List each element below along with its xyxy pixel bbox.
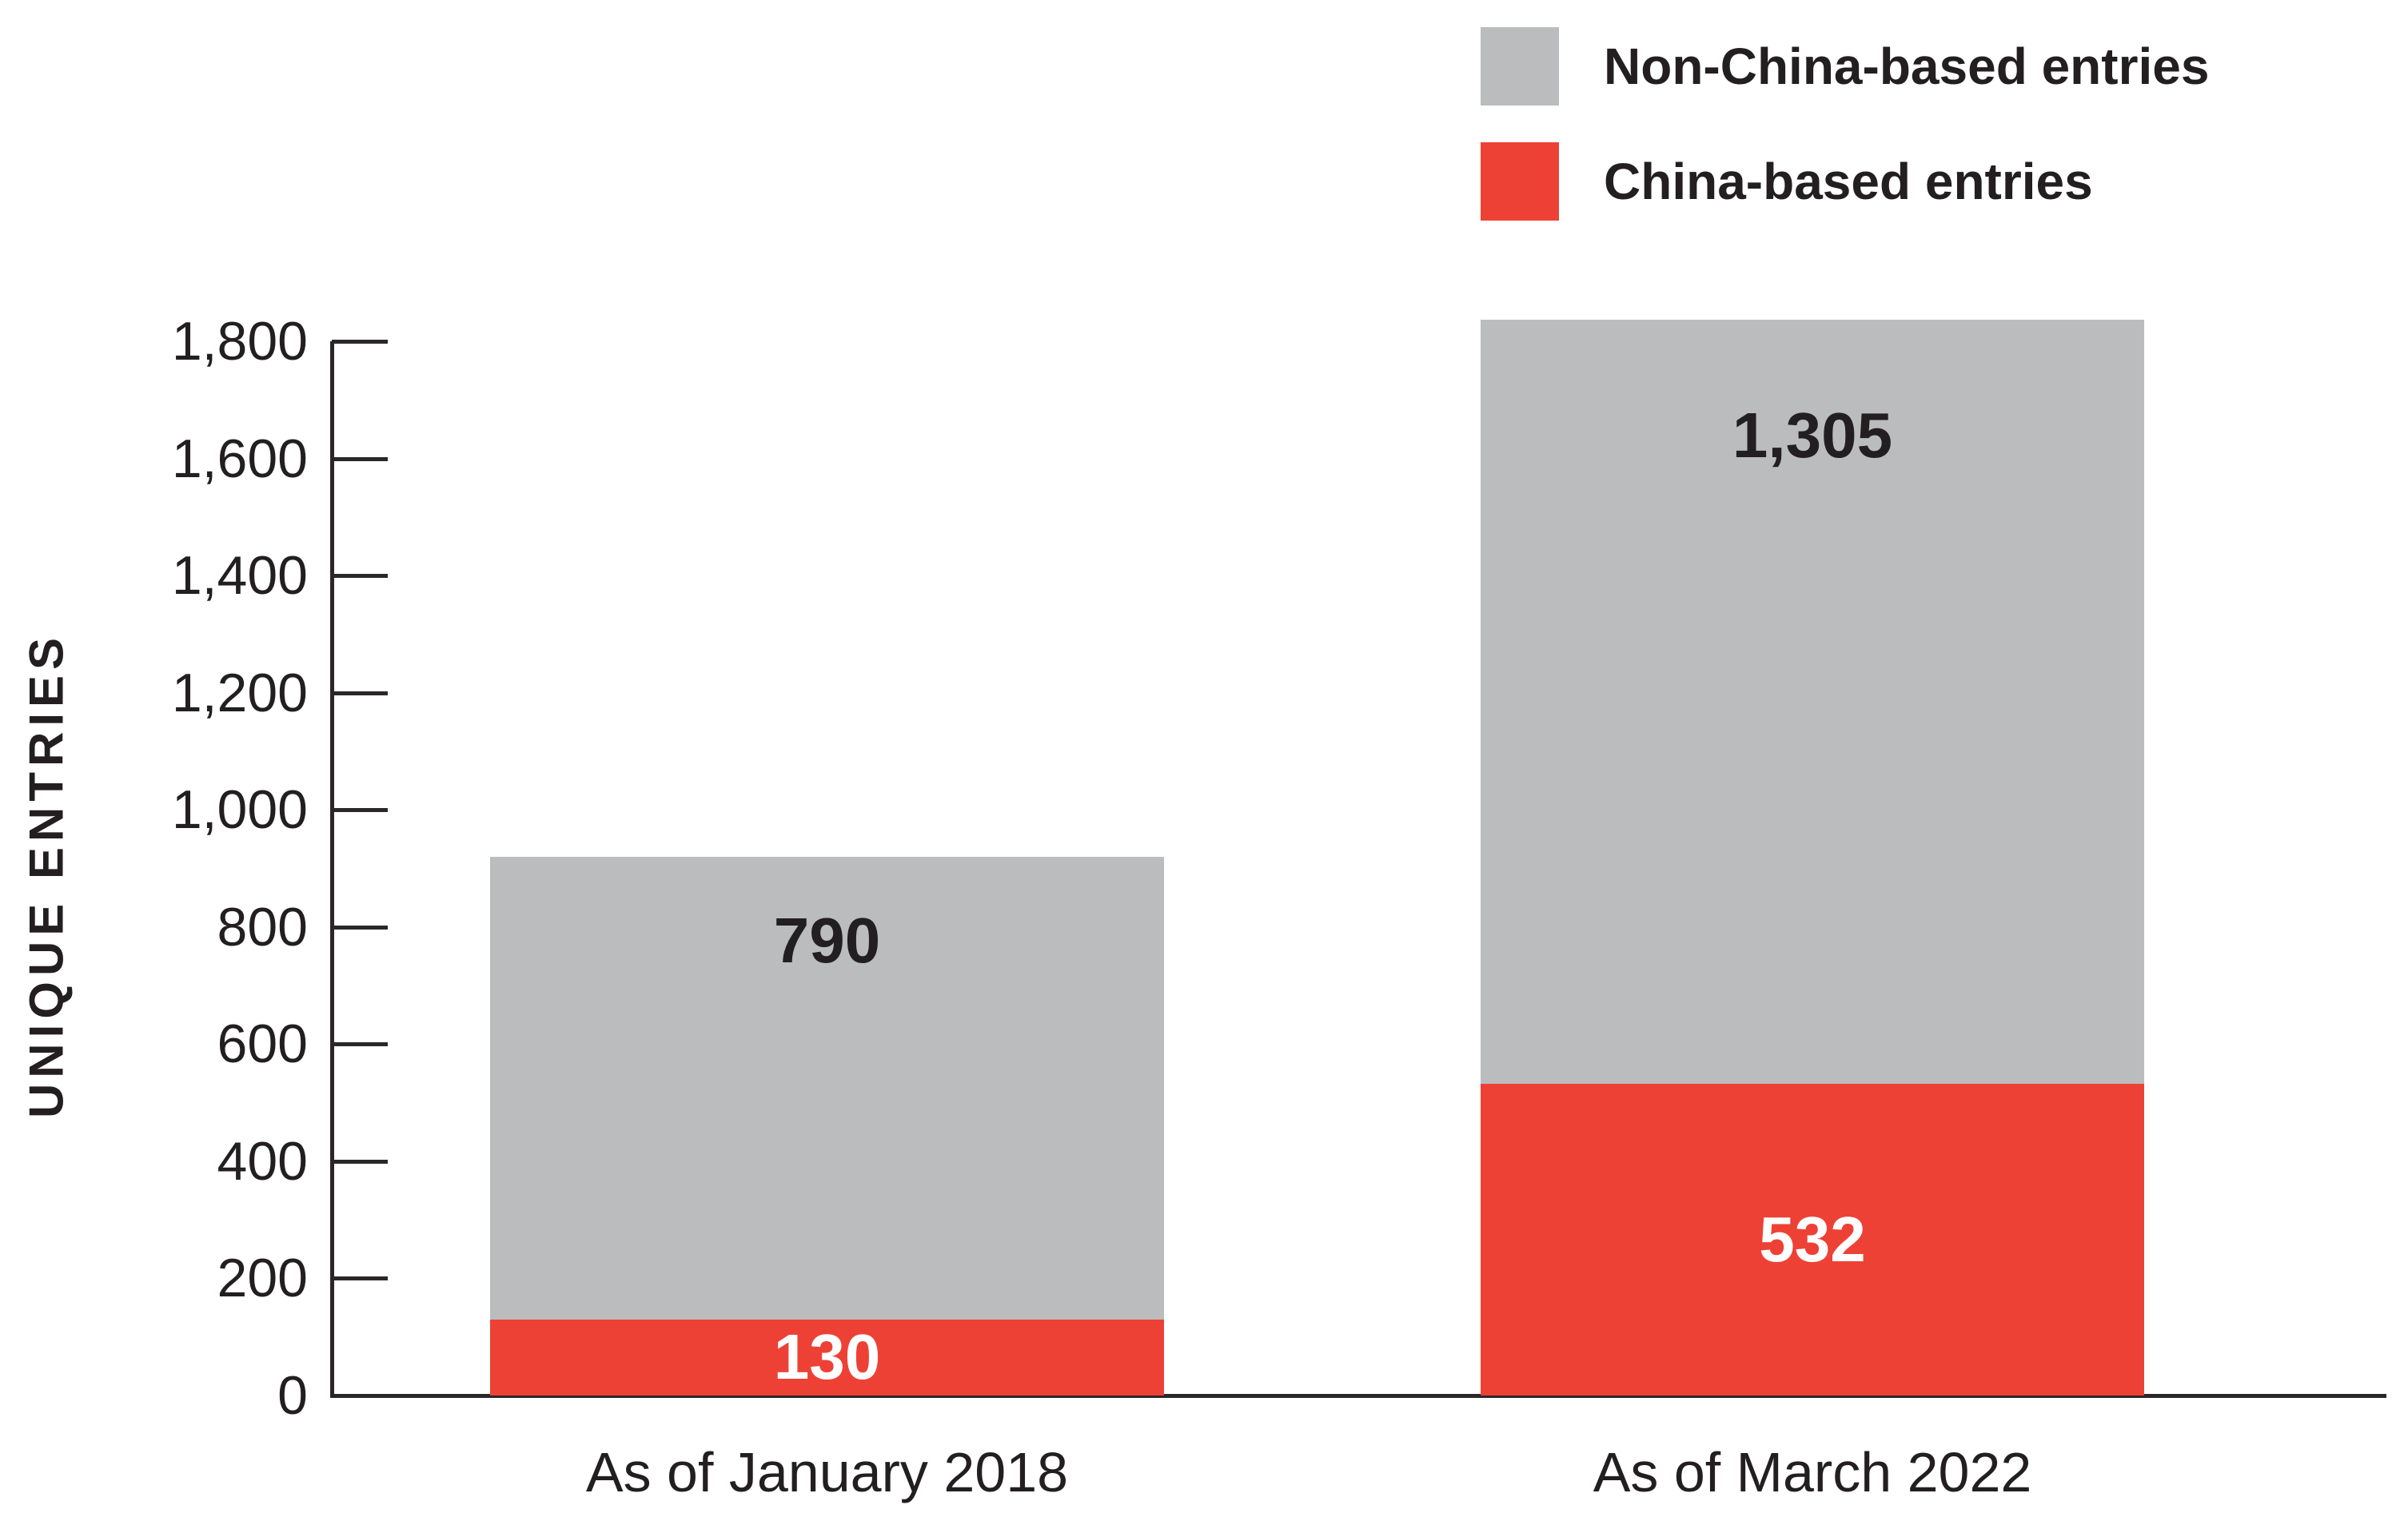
legend-label-china: China-based entries bbox=[1604, 153, 2093, 210]
y-axis-tick bbox=[332, 925, 388, 930]
bar-value-label: 130 bbox=[773, 1321, 881, 1393]
y-axis-tick bbox=[332, 574, 388, 579]
legend-swatch-china bbox=[1481, 142, 1559, 221]
y-axis-tick-label: 1,200 bbox=[171, 662, 308, 723]
y-axis-tick bbox=[332, 691, 388, 695]
legend-label-non-china: Non-China-based entries bbox=[1604, 38, 2210, 95]
bar-value-label: 790 bbox=[773, 904, 881, 976]
y-axis-tick-label: 800 bbox=[217, 896, 308, 958]
y-axis-tick bbox=[332, 1042, 388, 1047]
x-axis-line bbox=[330, 1394, 2386, 1398]
bar-value-label: 1,305 bbox=[1732, 399, 1893, 471]
x-axis-category-label: As of January 2018 bbox=[585, 1441, 1069, 1503]
y-axis-tick-label: 600 bbox=[217, 1013, 308, 1075]
y-axis-tick-label: 400 bbox=[217, 1130, 308, 1192]
y-axis-tick bbox=[332, 340, 388, 344]
legend-item-non-china: Non-China-based entries bbox=[1481, 27, 2209, 106]
bar-segment-non-china-2: 1,305 bbox=[1481, 319, 2144, 1085]
bar-value-label: 532 bbox=[1759, 1204, 1866, 1276]
y-axis-line bbox=[330, 341, 334, 1398]
y-axis-tick-label: 1,000 bbox=[171, 779, 308, 841]
y-axis-tick-label: 1,600 bbox=[171, 428, 308, 489]
y-axis-tick bbox=[332, 1276, 388, 1281]
y-axis-tick-label: 1,400 bbox=[171, 545, 308, 607]
y-axis-tick-label: 200 bbox=[217, 1248, 308, 1309]
legend-swatch-non-china bbox=[1481, 27, 1559, 106]
bar-segment-china-2: 532 bbox=[1481, 1084, 2144, 1396]
y-axis-tick-label: 1,800 bbox=[171, 311, 308, 372]
bar-segment-china-1: 130 bbox=[490, 1319, 1164, 1396]
x-axis-category-label: As of March 2022 bbox=[1593, 1441, 2032, 1503]
y-axis-tick-label: 0 bbox=[277, 1365, 308, 1426]
legend-item-china: China-based entries bbox=[1481, 142, 2093, 221]
bar-segment-non-china-1: 790 bbox=[490, 856, 1164, 1320]
y-axis-tick bbox=[332, 808, 388, 813]
y-axis-tick bbox=[332, 1159, 388, 1164]
y-axis-tick bbox=[332, 456, 388, 461]
